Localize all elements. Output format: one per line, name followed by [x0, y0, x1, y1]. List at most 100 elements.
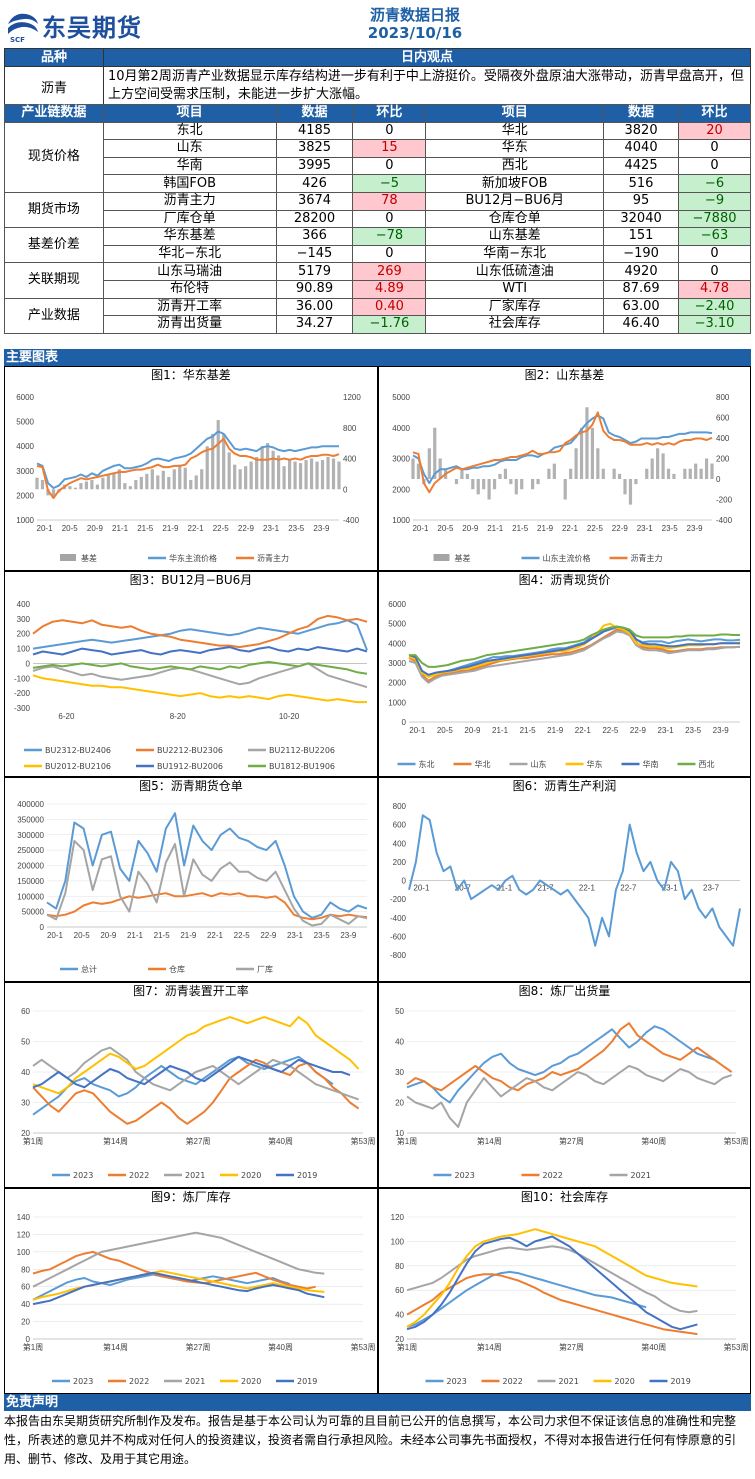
- y-tick-label: 800: [393, 802, 407, 811]
- legend-label: 2020: [615, 1377, 635, 1386]
- basis-bar: [315, 461, 319, 490]
- item-change: −2.40: [678, 297, 751, 317]
- legend-label: 西北: [699, 760, 715, 769]
- item-value: 5179: [275, 262, 354, 281]
- item-name: 华北−东北: [102, 244, 277, 264]
- basis-bar: [205, 446, 209, 490]
- basis-bar: [200, 469, 204, 490]
- table-row: 山东 3825 15 华东 4040 0: [5, 139, 751, 158]
- y2-tick-label: 0: [343, 485, 348, 494]
- basis-bar: [492, 479, 497, 490]
- group-label: 产业数据: [4, 297, 104, 334]
- chart-4: 图4：沥青现货价 0 1000 2000 3000 4000 5000 6000 20-1 20-…: [378, 571, 751, 777]
- company-logo: 东吴期货 SCF: [4, 6, 194, 46]
- table-row: 期货市场 沥青主力 3674 78 BU12月−BU6月 95 −9: [4, 191, 751, 229]
- basis-bar: [172, 469, 176, 490]
- legend-label: 2022: [543, 1171, 563, 1180]
- x-tick-label: 21-5: [154, 931, 171, 940]
- item-name: 布伦特: [102, 279, 277, 299]
- legend-label: BU2212-BU2306: [157, 746, 223, 755]
- x-tick-label: 22-9: [260, 931, 277, 940]
- basis-bar: [498, 473, 502, 479]
- legend-label: 2023: [73, 1377, 93, 1386]
- item-value: 516: [603, 174, 680, 193]
- x-tick-label: 23-9: [340, 931, 357, 940]
- x-tick-label: 第27周: [559, 1136, 584, 1146]
- chart-svg: 1000 2000 3000 4000 5000 -400 -200 0 200 400 600 80…: [392, 393, 733, 563]
- basis-bar: [156, 475, 160, 490]
- series-line-2022: [32, 1250, 316, 1290]
- basis-bar: [579, 427, 584, 479]
- x-tick-label: 23-5: [314, 931, 331, 940]
- basis-bar: [688, 468, 692, 479]
- x-tick-label: 23-1: [662, 884, 679, 893]
- x-tick-label: 8-20: [170, 712, 187, 721]
- chart-title: 图7：沥青装置开工率: [133, 984, 249, 998]
- y-tick-label: -600: [390, 932, 407, 941]
- item-value: 3820: [603, 121, 680, 141]
- x-tick-label: 21-1: [487, 524, 504, 533]
- x-tick-label: 22-5: [587, 524, 604, 533]
- basis-bar: [672, 473, 676, 479]
- basis-bar: [40, 480, 45, 490]
- y-tick-label: 80: [21, 1265, 30, 1274]
- series-line-沥青主力: [36, 437, 340, 499]
- x-tick-label: 21-5: [520, 726, 537, 735]
- item-name: 华北: [425, 121, 605, 141]
- basis-bar: [650, 458, 654, 479]
- logo-mark-icon: [8, 13, 38, 34]
- legend-label: 东北: [419, 759, 435, 769]
- x-tick-label: 20-9: [100, 931, 117, 940]
- basis-bar: [298, 463, 303, 490]
- chart-9: 图9：炼厂库存 0 20 40 60 80 100 120 140 第1周 第14周 第27周 第40周…: [4, 1188, 378, 1394]
- table-row: 沥青出货量 34.27 −1.76 社会库存 46.40 −3.10: [5, 315, 751, 334]
- y-tick-label: 60: [21, 1283, 30, 1292]
- item-name: 华东: [425, 139, 605, 158]
- x-tick-label: 6-20: [58, 712, 75, 721]
- legend-label: 2023: [455, 1171, 475, 1180]
- series-line-2020: [406, 1228, 698, 1328]
- legend-swatch: [433, 554, 450, 561]
- x-tick-label: 20-5: [437, 524, 454, 533]
- x-tick-label: 23-5: [685, 726, 702, 735]
- basis-bar: [476, 479, 480, 495]
- item-name: 仓库仓单: [425, 209, 605, 229]
- x-tick-label: 23-1: [637, 524, 654, 533]
- y-tick-label: 100000: [17, 892, 44, 901]
- item-change: 20: [678, 121, 751, 141]
- y2-tick-label: -400: [716, 516, 733, 525]
- x-tick-label: 第14周: [477, 1342, 502, 1352]
- chart-svg: -800 -600 -400 -200 0 200 400 600 800 20-1 20-7 21-…: [390, 802, 741, 960]
- basis-bar: [73, 487, 78, 490]
- series-line-BU2312-BU2406: [32, 619, 368, 651]
- y-tick-label: -800: [390, 951, 407, 960]
- y-tick-label: 600: [393, 821, 407, 830]
- item-change: 269: [352, 262, 427, 281]
- legend-label: 2021: [559, 1377, 579, 1386]
- series-line-2023: [406, 1025, 715, 1104]
- y-tick-label: 4000: [392, 424, 410, 433]
- item-name: 山东: [102, 139, 277, 158]
- y-tick-label: 5000: [392, 393, 410, 402]
- basis-bar: [710, 463, 714, 479]
- item-name: 华东基差: [102, 227, 277, 246]
- y-tick-label: 0: [26, 1335, 31, 1344]
- table-row: 现货价格 东北 4185 0 华北 3820 20: [4, 121, 751, 193]
- series-line-仓库: [46, 892, 368, 921]
- item-name: 社会库存: [425, 315, 605, 334]
- item-name: WTI: [425, 279, 605, 299]
- basis-bar: [460, 468, 464, 479]
- table-row: 产业数据 沥青开工率 36.00 0.40 厂家库存 63.00 −2.40: [4, 297, 751, 334]
- y-tick-label: 200: [393, 858, 407, 867]
- basis-bar: [271, 450, 275, 490]
- y-tick-label: 120: [17, 1230, 31, 1239]
- x-tick-label: 20-5: [74, 931, 91, 940]
- item-name: 华南−东北: [425, 244, 605, 264]
- basis-bar: [123, 483, 127, 490]
- item-change: 15: [352, 139, 427, 158]
- x-tick-label: 23-5: [662, 524, 679, 533]
- basis-bar: [128, 486, 132, 490]
- y-tick-label: 1000: [16, 516, 34, 525]
- legend-label: 华北: [475, 759, 491, 769]
- x-tick-label: 22-1: [207, 931, 224, 940]
